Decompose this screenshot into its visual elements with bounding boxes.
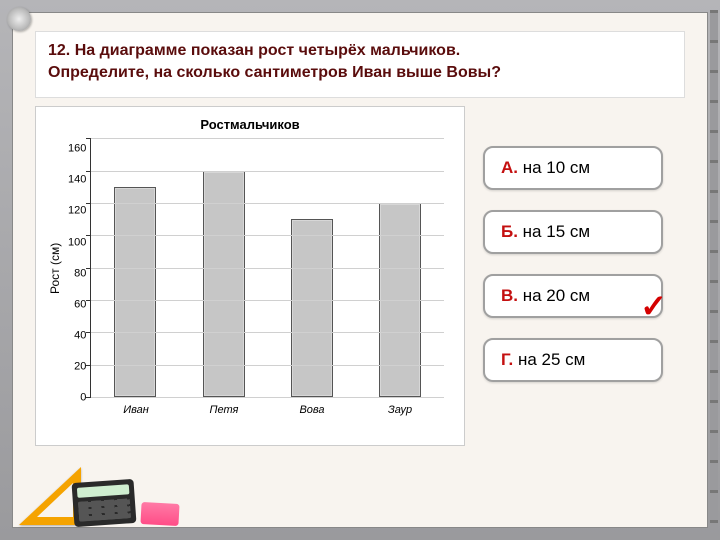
grid-line [91, 332, 444, 333]
y-tick-mark [86, 365, 91, 366]
question-text: 12. На диаграмме показан рост четырёх ма… [48, 40, 672, 83]
answer-list: А. на 10 см Б. на 15 см В. на 20 см✓ Г. на … [483, 146, 663, 382]
y-axis-label: Рост (см) [46, 138, 64, 398]
answer-option[interactable]: Б. на 15 см [483, 210, 663, 254]
grid-line [91, 171, 444, 172]
y-tick-mark [86, 235, 91, 236]
y-tick-label: 40 [74, 330, 86, 341]
question-number: 12. [48, 42, 70, 59]
chart-card: Ростмальчиков Рост (см) 160 140 120 100 80 60… [35, 106, 465, 446]
y-tick-label: 120 [68, 206, 86, 217]
y-tick-mark [86, 268, 91, 269]
y-tick-mark [86, 300, 91, 301]
y-tick-label: 140 [68, 175, 86, 186]
answer-text: на 20 см [523, 286, 590, 305]
x-axis-labels: Иван Петя Вова Заур [92, 404, 444, 416]
answer-letter: Б. [501, 222, 523, 241]
grid-line [91, 268, 444, 269]
answer-letter: Г. [501, 350, 518, 369]
chart-title: Ростмальчиков [46, 117, 454, 132]
grid-line [91, 300, 444, 301]
y-tick-label: 80 [74, 268, 86, 279]
x-tick-label: Вова [291, 404, 333, 416]
y-tick-label: 0 [80, 393, 86, 404]
x-tick-label: Иван [115, 404, 157, 416]
answer-text: на 15 см [523, 222, 590, 241]
answer-text: на 10 см [523, 158, 590, 177]
eraser-icon [140, 502, 179, 526]
grid-line [91, 365, 444, 366]
bar [203, 171, 245, 398]
y-tick-mark [86, 171, 91, 172]
answer-letter: В. [501, 286, 523, 305]
desk-props [19, 467, 179, 525]
answer-option[interactable]: Г. на 25 см [483, 338, 663, 382]
plot-area [90, 138, 444, 398]
grid-line [91, 138, 444, 139]
answer-text: на 25 см [518, 350, 585, 369]
answer-letter: А. [501, 158, 523, 177]
y-tick-label: 60 [74, 299, 86, 310]
y-tick-mark [86, 332, 91, 333]
answer-option[interactable]: А. на 10 см [483, 146, 663, 190]
plot-wrap: Рост (см) 160140120100806040200 [46, 138, 454, 398]
notebook-frame: 12. На диаграмме показан рост четырёх ма… [0, 0, 720, 540]
binder-holes [710, 10, 718, 530]
x-tick-label: Заур [379, 404, 421, 416]
calculator-icon [72, 479, 137, 527]
y-tick-label: 20 [74, 362, 86, 373]
y-tick-mark [86, 397, 91, 398]
question-line2: Определите, на сколько сантиметров Иван … [48, 64, 501, 81]
bar [291, 219, 333, 397]
y-tick-label: 100 [68, 237, 86, 248]
y-tick-label: 160 [68, 144, 86, 155]
x-tick-label: Петя [203, 404, 245, 416]
question-block: 12. На диаграмме показан рост четырёх ма… [35, 31, 685, 98]
checkmark-icon: ✓ [640, 290, 667, 322]
answer-option[interactable]: В. на 20 см✓ [483, 274, 663, 318]
question-line1: На диаграмме показан рост четырёх мальчи… [75, 42, 461, 59]
y-tick-mark [86, 203, 91, 204]
grid-line [91, 203, 444, 204]
y-tick-mark [86, 138, 91, 139]
grid-line [91, 235, 444, 236]
content-row: Ростмальчиков Рост (см) 160 140 120 100 80 60… [35, 106, 685, 446]
page-panel: 12. На диаграмме показан рост четырёх ма… [12, 12, 708, 528]
grid-line [91, 397, 444, 398]
